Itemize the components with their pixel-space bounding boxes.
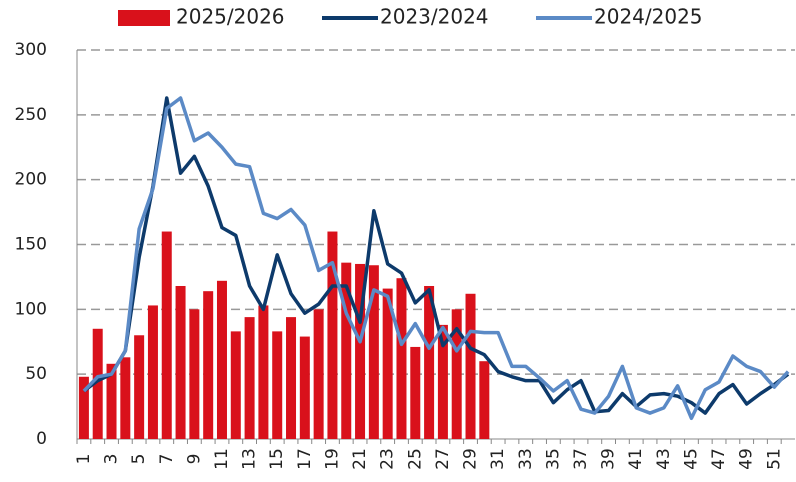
bar — [161, 231, 172, 439]
bar — [120, 357, 131, 439]
bar — [175, 285, 186, 439]
x-tick-label: 19 — [322, 448, 342, 470]
x-tick-label: 15 — [267, 448, 287, 470]
x-tick-label: 47 — [709, 448, 729, 470]
x-tick-label: 51 — [764, 448, 784, 470]
legend-swatch — [118, 10, 170, 26]
bar — [78, 376, 89, 439]
bar — [410, 346, 421, 439]
bar — [134, 335, 145, 439]
x-tick-label: 37 — [571, 448, 591, 470]
x-tick-label: 1 — [74, 454, 94, 465]
bar — [189, 309, 200, 439]
x-tick-label: 45 — [681, 448, 701, 470]
bar — [424, 285, 435, 439]
x-tick-label: 43 — [654, 448, 674, 470]
bar — [106, 363, 117, 439]
x-tick-label: 27 — [433, 448, 453, 470]
x-tick-label: 41 — [626, 448, 646, 470]
x-tick-label: 11 — [212, 448, 232, 470]
bar — [355, 263, 366, 439]
x-tick-label: 25 — [405, 448, 425, 470]
bar — [327, 231, 338, 439]
bar — [216, 280, 227, 439]
y-tick-label: 0 — [36, 429, 47, 449]
bar — [465, 293, 476, 439]
x-tick-label: 35 — [543, 448, 563, 470]
bar — [147, 305, 158, 439]
y-tick-label: 50 — [25, 364, 47, 384]
y-tick-label: 250 — [15, 105, 47, 125]
bar — [230, 331, 241, 439]
y-tick-label: 100 — [15, 299, 47, 319]
bar — [313, 309, 324, 439]
bar — [203, 291, 214, 439]
legend-label: 2023/2024 — [380, 5, 489, 29]
bar — [258, 305, 269, 439]
line-series — [82, 96, 790, 421]
x-tick-label: 49 — [737, 448, 757, 470]
bar — [451, 309, 462, 439]
bar — [244, 317, 255, 439]
x-tick-label: 5 — [129, 454, 149, 465]
x-tick-label: 31 — [488, 448, 508, 470]
x-tick-label: 29 — [461, 448, 481, 470]
y-tick-label: 200 — [15, 170, 47, 190]
x-tick-label: 33 — [516, 448, 536, 470]
legend-label: 2025/2026 — [176, 5, 285, 29]
x-tick-label: 9 — [184, 454, 204, 465]
y-tick-label: 150 — [15, 235, 47, 255]
bar — [299, 336, 310, 439]
bar — [286, 317, 297, 439]
x-tick-label: 21 — [350, 448, 370, 470]
bar — [341, 262, 352, 439]
x-tick-label: 7 — [157, 454, 177, 465]
bar — [396, 278, 407, 439]
bar — [382, 288, 393, 439]
x-tick-label: 17 — [295, 448, 315, 470]
x-tick-label: 3 — [102, 454, 122, 465]
bar — [368, 265, 379, 439]
legend-label: 2024/2025 — [594, 5, 703, 29]
y-tick-label: 300 — [15, 40, 47, 60]
bar — [437, 324, 448, 439]
x-tick-label: 13 — [240, 448, 260, 470]
x-tick-label: 23 — [378, 448, 398, 470]
x-tick-label: 39 — [599, 448, 619, 470]
bar — [92, 328, 103, 439]
bar — [479, 361, 490, 439]
bar — [272, 331, 283, 439]
